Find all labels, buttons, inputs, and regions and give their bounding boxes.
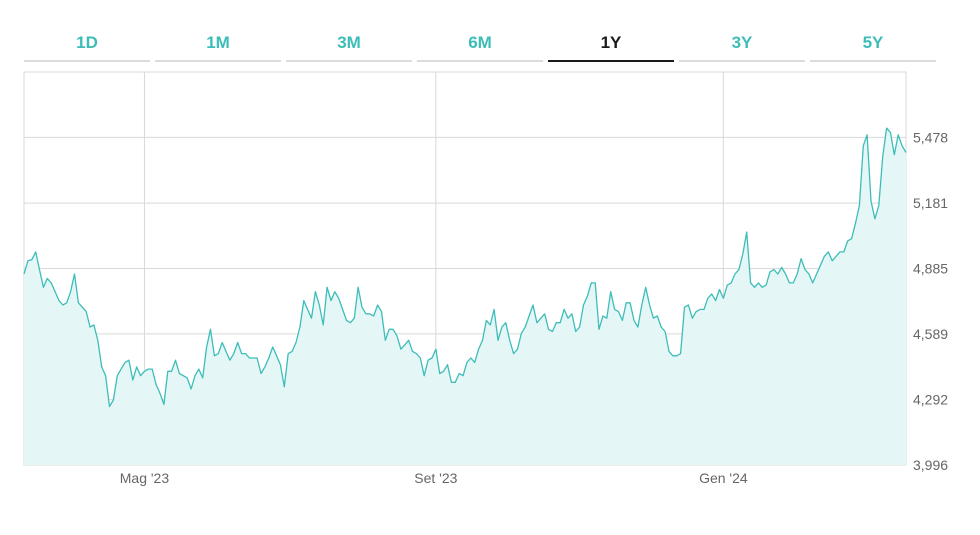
tab-label: 3Y [731,33,753,52]
tab-label: 3M [337,33,361,52]
tab-underline [810,60,936,62]
tab-label: 6M [468,33,492,52]
tab-underline [286,60,412,62]
tab-6m[interactable]: 6M [417,26,543,66]
y-tick-label: 3,996 [913,457,948,473]
tab-label: 1D [76,33,98,52]
tab-underline [548,60,674,62]
tab-1d[interactable]: 1D [24,26,150,66]
chart-series [23,127,907,465]
y-tick-label: 5,181 [913,195,948,211]
tab-1m[interactable]: 1M [155,26,281,66]
tab-underline [155,60,281,62]
tab-underline [679,60,805,62]
tab-label: 1Y [600,33,622,52]
tab-3m[interactable]: 3M [286,26,412,66]
y-tick-label: 5,478 [913,129,948,145]
tab-1y[interactable]: 1Y [548,26,674,66]
x-tick-label: Gen '24 [699,470,748,486]
timeframe-tabs: 1D 1M 3M 6M 1Y 3Y 5Y [0,0,980,70]
tab-underline [24,60,150,62]
y-tick-label: 4,589 [913,326,948,342]
series-area [24,128,906,465]
tab-3y[interactable]: 3Y [679,26,805,66]
x-tick-label: Set '23 [414,470,457,486]
series-line [23,127,907,408]
tab-label: 5Y [862,33,884,52]
tab-underline [417,60,543,62]
chart-axis-labels: 5,478 5,181 4,885 4,589 4,292 3,996 Mag '23 Set… [120,129,948,486]
y-tick-label: 4,292 [913,392,948,408]
y-tick-label: 4,885 [913,261,948,277]
x-tick-label: Mag '23 [120,470,170,486]
tab-label: 1M [206,33,230,52]
tab-5y[interactable]: 5Y [810,26,936,66]
